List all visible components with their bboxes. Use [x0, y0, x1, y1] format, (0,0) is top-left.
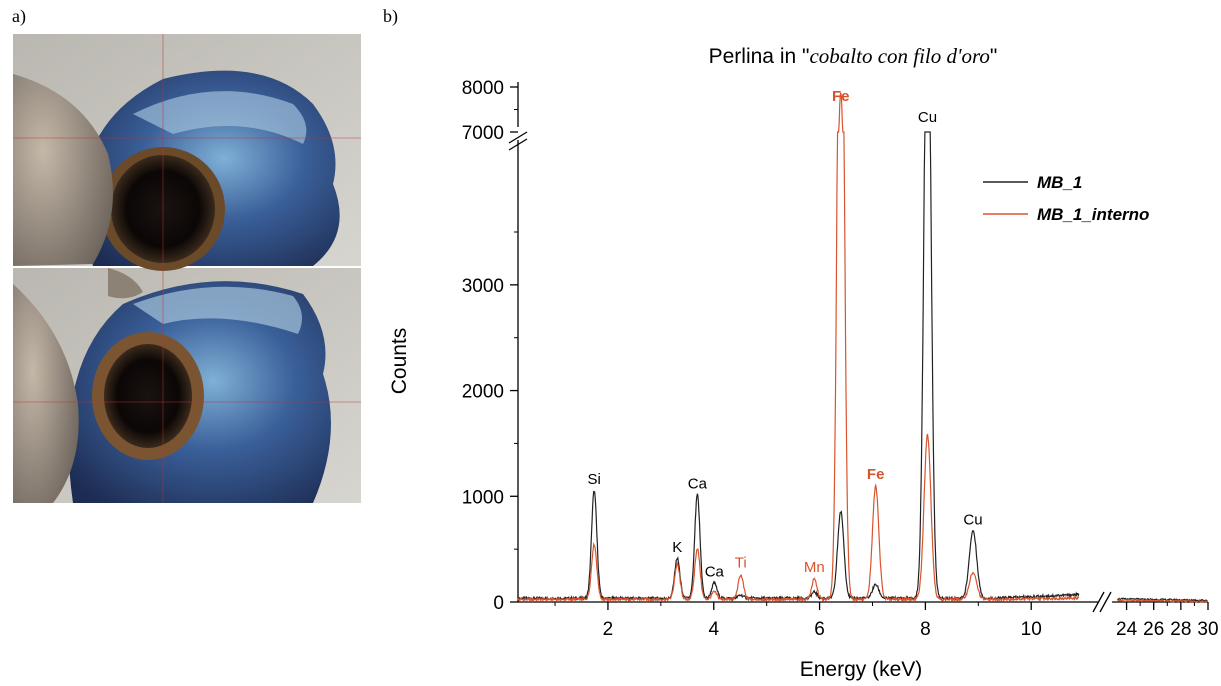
- x-tick-label: 28: [1170, 619, 1191, 640]
- y-tick-label: 3000: [462, 276, 504, 297]
- peak-label: Si: [588, 471, 601, 488]
- title-italic: cobalto con filo d'oro: [809, 44, 989, 68]
- series-line-MB_1_interno: [517, 92, 1080, 603]
- x-tick-label: 2: [603, 619, 614, 640]
- y-break-mark: [508, 138, 528, 151]
- y-tick-label: 0: [493, 593, 504, 614]
- bead-photo: [13, 34, 361, 503]
- panel-b-label: b): [383, 6, 398, 26]
- legend-label: MB_1_interno: [1037, 205, 1149, 224]
- legend: MB_1 MB_1_interno: [983, 173, 1149, 224]
- peak-label: Fe: [832, 88, 850, 105]
- x-tick-label: 8: [920, 619, 931, 640]
- y-axis-label: Counts: [388, 328, 411, 395]
- peak-label: Ca: [688, 475, 708, 492]
- series-line-MB_1: [517, 131, 1080, 602]
- peak-label: Cu: [918, 109, 937, 126]
- series-layer: [517, 92, 1208, 604]
- y-break-mark: [508, 131, 528, 144]
- panel-a-label: a): [12, 6, 26, 26]
- legend-label: MB_1: [1037, 173, 1082, 192]
- x-tick-label: 4: [708, 619, 719, 640]
- x-tick-label: 6: [814, 619, 825, 640]
- y-tick-label: 2000: [462, 382, 504, 403]
- y-tick-label: 8000: [462, 78, 504, 99]
- chart-title: Perlina in "cobalto con filo d'oro": [709, 44, 998, 68]
- x-tick-label: 24: [1116, 619, 1138, 640]
- peak-label: K: [672, 539, 682, 556]
- x-break-mark: [1092, 591, 1105, 613]
- y-tick-label: 1000: [462, 487, 504, 508]
- series-tail-MB_1_interno: [1116, 598, 1208, 604]
- x-tick-label: 30: [1197, 619, 1218, 640]
- x-tick-label: 26: [1143, 619, 1164, 640]
- series-tail-MB_1: [1116, 597, 1208, 602]
- peak-label: Mn: [804, 559, 825, 576]
- peak-label: Fe: [867, 466, 885, 483]
- x-break-mark: [1099, 591, 1112, 613]
- title-suffix: ": [990, 45, 997, 68]
- y-tick-label: 7000: [462, 123, 504, 144]
- peak-label: Ca: [705, 564, 725, 581]
- peak-labels: Si K Ca Ca Ti Mn Fe Fe Cu Cu: [588, 88, 983, 581]
- x-tick-label: 10: [1021, 619, 1042, 640]
- peak-label: Cu: [963, 511, 982, 528]
- title-prefix: Perlina in ": [709, 45, 810, 68]
- x-axis-label: Energy (keV): [800, 658, 923, 681]
- peak-label: Ti: [735, 555, 747, 572]
